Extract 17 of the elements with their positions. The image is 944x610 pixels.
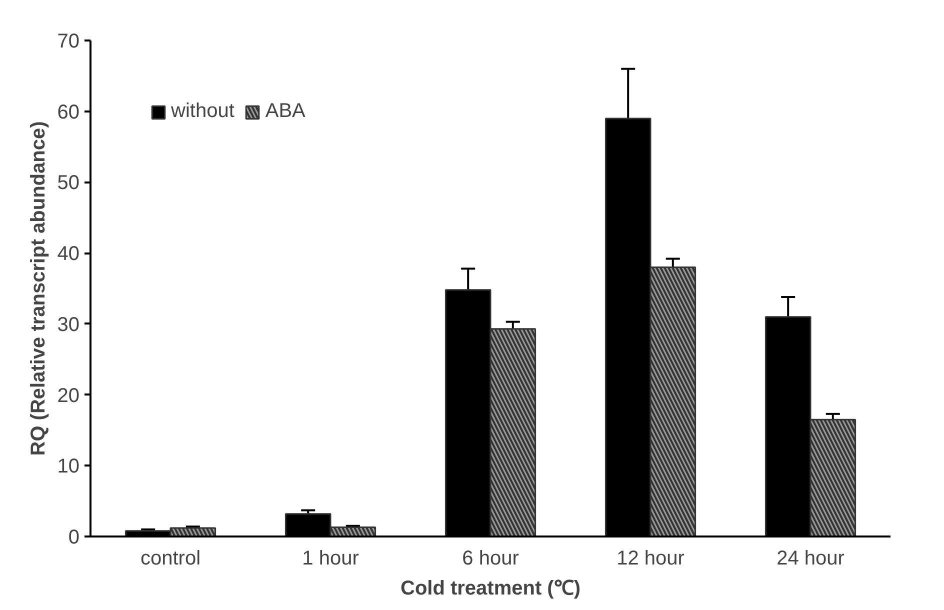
y-axis-title: RQ (Relative transcript abundance) [27, 121, 50, 456]
legend-label: ABA [265, 100, 306, 123]
y-tick-label: 20 [57, 384, 80, 407]
y-tick-label: 60 [57, 101, 80, 124]
x-tick-label: 12 hour [616, 548, 685, 570]
y-tick-label: 70 [57, 30, 80, 52]
y-tick-label: 0 [68, 526, 80, 548]
y-tick-label: 40 [57, 243, 80, 266]
x-tick-label: 1 hour [302, 548, 360, 570]
y-tick-label: 50 [57, 172, 80, 194]
x-tick-label: control [140, 548, 201, 570]
x-tick-label: 6 hour [462, 548, 520, 570]
x-axis-title: Cold treatment (℃) [400, 578, 580, 600]
x-tick-label: 24 hour [776, 548, 845, 570]
y-tick-label: 10 [57, 456, 80, 478]
legend-label: without [171, 100, 234, 123]
y-tick-label: 30 [57, 314, 80, 336]
